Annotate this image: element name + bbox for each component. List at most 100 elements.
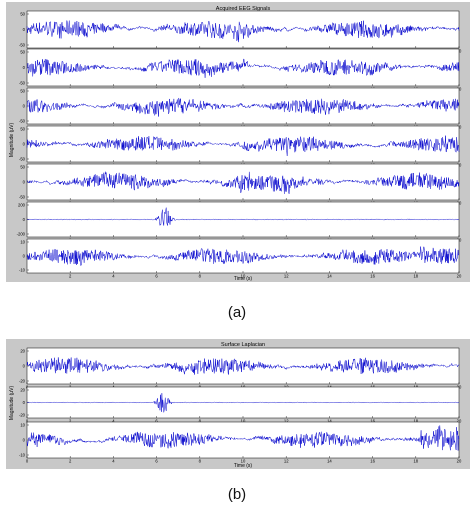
x-tick-label: 14 [327,459,332,464]
caption-b: (b) [227,486,247,503]
x-tick-label: 18 [413,419,418,424]
y-axis-label: Magnitude (μV) [9,123,15,158]
x-tick-label: 6 [155,274,158,279]
y-tick-label: 0 [23,438,26,443]
x-tick-label: 12 [284,459,289,464]
signal-trace [26,357,460,375]
plot-area [26,347,460,385]
signal-trace [26,171,460,194]
x-tick-label: 2 [69,459,72,464]
y-tick-label: 0 [23,65,26,70]
y-tick-label: -20 [19,413,26,418]
x-tick-label: 12 [284,419,289,424]
x-tick-label: 0 [26,459,29,464]
y-tick-label: 10 [20,240,25,245]
x-tick-label: 18 [413,274,418,279]
x-tick-label: 6 [155,459,158,464]
signal-trace [26,58,460,78]
chart-title: Acquired EEG Signals [216,6,271,12]
x-tick-label: 2 [69,419,72,424]
y-tick-label: 0 [23,27,26,32]
caption-a: (a) [227,304,247,321]
channel-plot-1: 500-502468101214161820 [19,10,462,54]
y-tick-label: 0 [23,180,26,185]
channel-plot-2: 500-502468101214161820 [19,48,462,92]
x-tick-label: 14 [327,419,332,424]
y-tick-label: 10 [20,423,25,428]
signal-trace [26,393,460,413]
signal-trace [26,207,460,226]
x-tick-label: 10 [241,419,246,424]
y-tick-label: 50 [20,89,25,94]
x-tick-label: 18 [413,459,418,464]
x-tick-label: 10 [241,274,246,279]
y-tick-label: 50 [20,165,25,170]
y-tick-label: -20 [19,379,26,384]
channel-plot-7: 10 0 -10 2 4 6 8 10 12 14 16 18 20 [19,238,462,279]
signal-trace [26,20,460,43]
y-tick-label: 20 [20,388,25,393]
x-tick-label: 14 [327,274,332,279]
y-tick-label: -50 [19,119,26,124]
x-tick-label: 20 [457,125,462,130]
y-tick-label: 50 [20,127,25,132]
y-tick-label: -10 [19,268,26,273]
channel-plot-3: 500-502468101214161820 [19,87,462,130]
y-tick-label: 200 [18,203,26,208]
x-tick-label: 4 [112,459,115,464]
figure-a: Acquired EEG Signals Time (s) Magnitude (μ… [6,2,470,282]
channel-plot-4: 500-502468101214161820 [19,125,462,168]
y-tick-label: -50 [19,81,26,86]
channel-plot-3: 100-100 2 4 6 8 10 12 14 16 18 20 [19,421,462,464]
channel-plot-5: 500-502468101214161820 [19,163,462,206]
x-tick-label: 20 [457,201,462,206]
x-tick-label: 4 [112,419,115,424]
channel-plot-2: 200-200 2 4 6 8 10 12 14 16 18 20 [19,386,462,424]
x-tick-label: 10 [241,459,246,464]
signal-trace [26,425,460,451]
y-tick-label: 0 [23,217,26,222]
x-tick-label: 8 [199,274,202,279]
signal-trace [26,135,460,156]
y-tick-label: 0 [23,104,26,109]
x-tick-label: 20 [457,459,462,464]
x-tick-label: 12 [284,274,289,279]
y-tick-label: -50 [19,43,26,48]
x-tick-label: 0 [26,419,29,424]
plot-area [26,238,460,274]
x-tick-label: 16 [370,459,375,464]
y-axis-label: Magnitude (μV) [9,386,15,421]
y-tick-label: -10 [19,453,26,458]
y-tick-label: 0 [23,364,26,369]
y-tick-label: -50 [19,195,26,200]
figure-b: Surface Laplacian Time (s) Magnitude (μV) 2… [6,339,470,469]
x-tick-label: 4 [112,274,115,279]
signal-trace [26,97,460,117]
x-tick-label: 16 [370,419,375,424]
x-tick-label: 20 [457,419,462,424]
y-tick-label: 20 [20,349,25,354]
y-tick-label: -50 [19,157,26,162]
x-tick-label: 20 [457,385,462,390]
y-tick-label: 50 [20,50,25,55]
chart-title: Surface Laplacian [221,342,265,348]
x-axis-label: Time (s) [234,276,252,282]
x-tick-label: 20 [457,87,462,92]
x-tick-label: 8 [199,419,202,424]
x-tick-label: 20 [457,163,462,168]
signal-trace [26,246,460,267]
y-tick-label: 0 [23,254,26,259]
y-tick-label: -200 [17,232,26,237]
x-tick-label: 20 [457,238,462,243]
x-axis-label: Time (s) [234,463,252,469]
y-tick-label: 0 [23,142,26,147]
x-tick-label: 16 [370,274,375,279]
plot-area [26,421,460,459]
x-tick-label: 8 [199,459,202,464]
y-tick-label: 50 [20,12,25,17]
x-tick-label: 20 [457,49,462,54]
x-tick-label: 6 [155,419,158,424]
